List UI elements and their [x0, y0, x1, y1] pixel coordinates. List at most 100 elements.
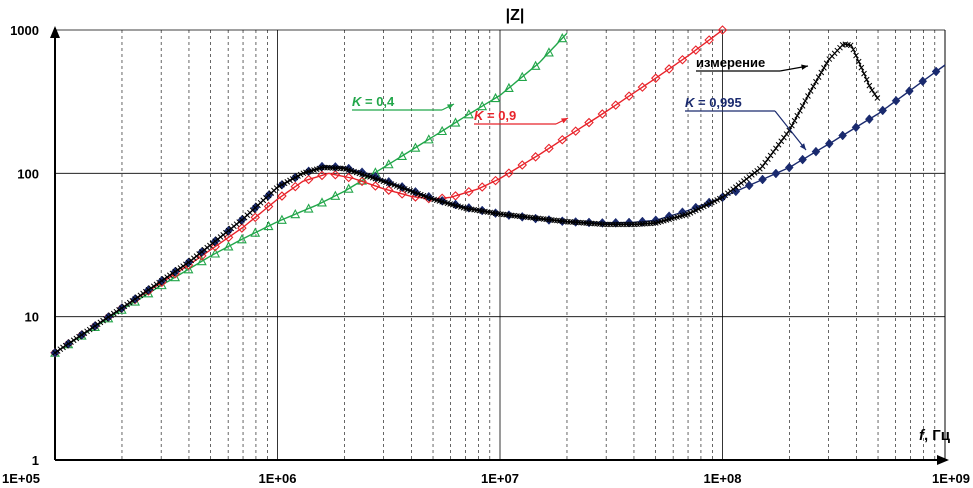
- y-tick-label: 1: [32, 453, 39, 468]
- annotation-leader: [774, 110, 807, 151]
- data-point: [284, 179, 291, 185]
- data-point: [137, 292, 144, 299]
- data-point: [866, 82, 873, 89]
- x-axis-label: f, Гц: [919, 427, 951, 444]
- data-point: [410, 142, 421, 152]
- data-point: [343, 183, 354, 193]
- data-point: [290, 208, 301, 219]
- annotation-var: K: [685, 95, 696, 110]
- data-point: [52, 349, 58, 356]
- data-point: [263, 201, 274, 212]
- data-point: [891, 95, 901, 106]
- data-point: [317, 170, 327, 181]
- data-point: [210, 248, 221, 258]
- data-point: [771, 168, 781, 179]
- data-point: [838, 130, 847, 141]
- data-point: [166, 272, 173, 279]
- data-point: [784, 162, 794, 173]
- data-point: [824, 138, 834, 149]
- data-point: [54, 348, 61, 354]
- data-point: [490, 175, 501, 186]
- data-point: [463, 109, 474, 119]
- data-point: [878, 105, 888, 116]
- data-point: [68, 339, 74, 345]
- data-point: [767, 152, 774, 159]
- data-point: [277, 191, 287, 201]
- series-line: [54, 29, 723, 354]
- annotation-text: = 0,995: [694, 95, 741, 110]
- data-point: [156, 279, 162, 286]
- x-axis-arrow: [937, 455, 949, 465]
- data-point: [276, 183, 283, 190]
- data-point: [150, 283, 157, 290]
- data-point: [70, 337, 77, 344]
- data-point: [76, 333, 82, 340]
- data-point: [611, 217, 621, 228]
- data-point: [802, 98, 809, 104]
- data-point: [794, 112, 801, 119]
- data-point: [84, 328, 90, 335]
- data-point: [65, 340, 72, 347]
- data-point: [717, 25, 728, 35]
- data-point: [279, 181, 285, 188]
- data-point: [281, 180, 288, 187]
- data-point: [637, 82, 648, 92]
- data-point: [169, 270, 176, 277]
- data-point: [105, 314, 112, 320]
- data-point: [464, 186, 474, 197]
- data-point: [383, 185, 394, 195]
- data-point: [236, 234, 247, 244]
- data-point: [223, 241, 234, 251]
- data-point: [89, 324, 96, 331]
- data-point: [118, 305, 125, 311]
- data-point: [744, 180, 754, 191]
- data-point: [110, 310, 117, 317]
- data-point: [811, 146, 821, 157]
- annotation-text: измерение: [696, 55, 765, 70]
- data-point: [97, 319, 104, 326]
- chart-title: |Z|: [506, 7, 525, 24]
- data-point: [597, 109, 608, 119]
- data-point: [223, 232, 234, 243]
- data-point: [813, 78, 819, 85]
- data-point: [517, 160, 528, 170]
- x-axis-label-var: f: [919, 427, 926, 444]
- data-point: [177, 265, 184, 271]
- data-point: [277, 214, 287, 224]
- data-point: [397, 189, 407, 199]
- data-point: [121, 303, 128, 310]
- data-point: [292, 174, 299, 181]
- data-point: [343, 172, 354, 183]
- x-axis-label-unit: , Гц: [924, 427, 951, 444]
- data-point: [759, 163, 766, 170]
- data-point: [805, 93, 811, 99]
- data-point: [397, 150, 408, 160]
- series-1: [50, 25, 728, 358]
- y-tick-label: 10: [25, 310, 39, 325]
- data-point: [172, 268, 179, 275]
- data-point: [450, 117, 461, 127]
- data-point: [102, 315, 109, 322]
- data-point: [57, 346, 64, 353]
- data-point: [303, 174, 314, 185]
- data-point: [237, 223, 247, 233]
- data-point: [786, 127, 793, 134]
- data-point: [142, 288, 149, 295]
- data-point: [250, 212, 261, 223]
- data-point: [874, 95, 881, 101]
- data-point: [164, 274, 170, 280]
- data-point: [765, 156, 771, 162]
- data-point: [370, 181, 381, 191]
- series-layer: [50, 25, 946, 358]
- data-point: [289, 176, 296, 182]
- data-point: [861, 70, 867, 77]
- data-point: [810, 83, 817, 90]
- data-point: [818, 69, 825, 76]
- data-point: [60, 344, 66, 351]
- data-point: [126, 299, 133, 306]
- annotation-label: K = 0,9: [474, 108, 516, 123]
- data-point: [250, 227, 261, 237]
- y-axis-arrow: [50, 26, 60, 38]
- data-point: [557, 33, 568, 43]
- data-point: [797, 107, 803, 114]
